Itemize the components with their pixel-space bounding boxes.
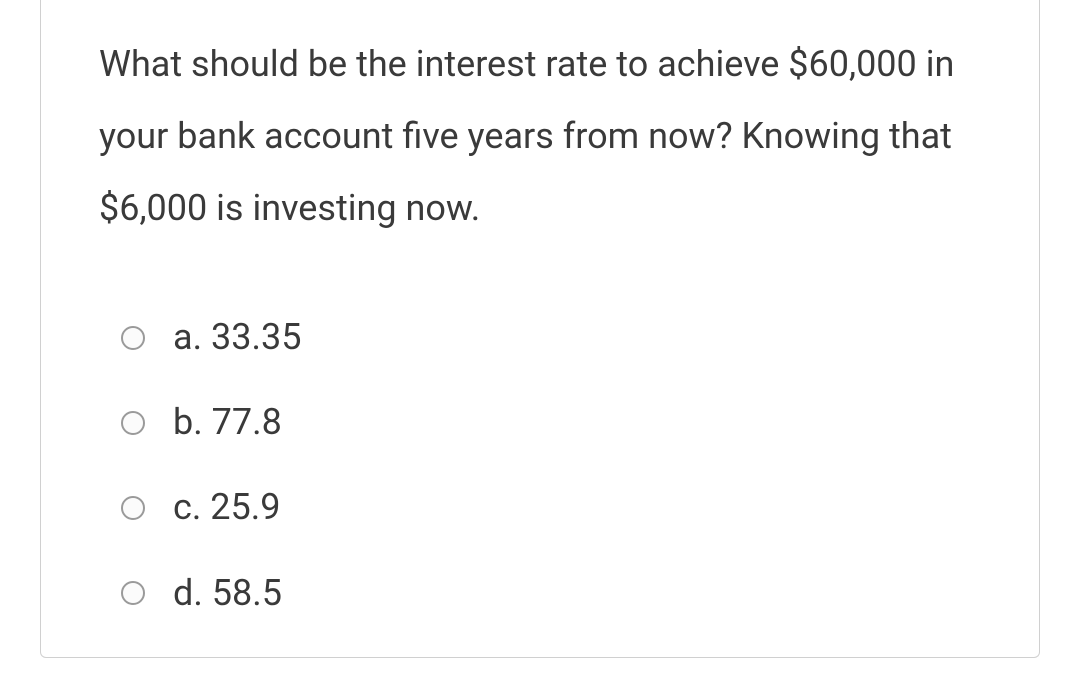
options-container: a. 33.35 b. 77.8 c. 25.9 d. 58.5	[99, 316, 981, 615]
radio-option-d[interactable]	[121, 581, 145, 605]
radio-option-a[interactable]	[121, 326, 145, 350]
option-letter-a: a	[173, 316, 193, 358]
radio-option-b[interactable]	[121, 411, 145, 435]
option-value-c: 25.9	[210, 486, 280, 528]
option-label-d[interactable]: d. 58.5	[173, 572, 282, 615]
option-value-d: 58.5	[212, 572, 282, 614]
radio-option-c[interactable]	[121, 496, 145, 520]
option-label-c[interactable]: c. 25.9	[173, 486, 280, 529]
option-letter-d: d	[173, 572, 193, 614]
option-letter-b: b	[173, 401, 193, 443]
option-value-a: 33.35	[211, 316, 301, 358]
option-value-b: 77.8	[212, 401, 282, 443]
question-text: What should be the interest rate to achi…	[99, 28, 981, 244]
option-row-a[interactable]: a. 33.35	[121, 316, 981, 359]
question-card: What should be the interest rate to achi…	[40, 0, 1040, 658]
option-row-d[interactable]: d. 58.5	[121, 572, 981, 615]
option-label-b[interactable]: b. 77.8	[173, 401, 282, 444]
option-letter-c: c	[173, 486, 192, 528]
option-row-c[interactable]: c. 25.9	[121, 486, 981, 529]
option-row-b[interactable]: b. 77.8	[121, 401, 981, 444]
option-label-a[interactable]: a. 33.35	[173, 316, 301, 359]
